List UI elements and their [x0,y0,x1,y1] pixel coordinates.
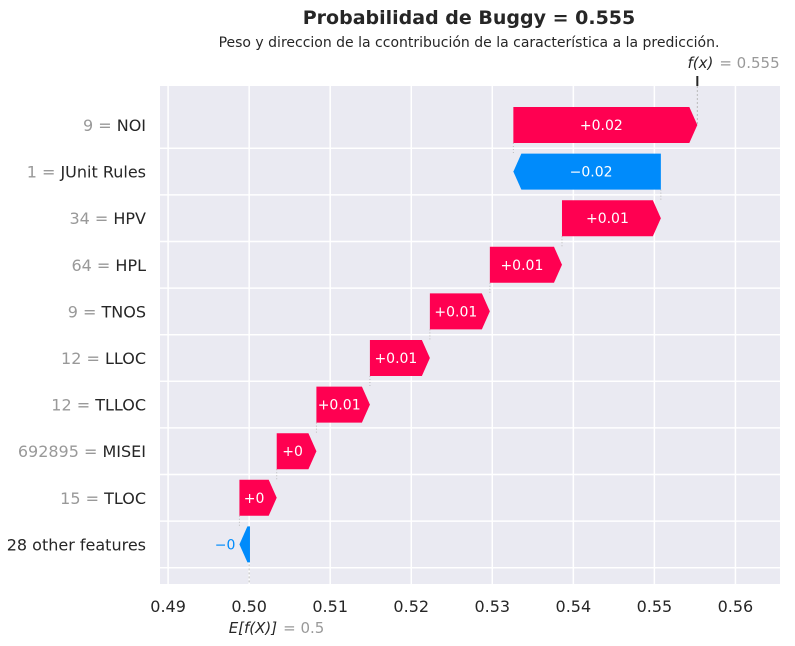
feature-label: 64 = HPL [71,256,146,275]
feature-equals: = [78,302,102,321]
feature-label: 12 = LLOC [61,349,146,368]
bar-value-label: +0.01 [500,258,543,274]
feature-value: 692895 [18,442,79,461]
bar-value-label: +0.01 [374,351,417,367]
waterfall-bar [513,153,661,190]
feature-name: LLOC [105,349,146,368]
waterfall-bar [561,200,661,237]
feature-label: 1 = JUnit Rules [27,163,146,182]
feature-name: HPV [113,209,146,228]
waterfall-bar [429,293,490,330]
fx-value: = 0.555 [719,54,779,72]
fx-annotation: f(x) = 0.555 [687,54,779,72]
feature-name: 28 other features [7,535,146,554]
connector-lines [238,76,699,584]
waterfall-bar [239,479,277,516]
feature-equals: = [37,163,61,182]
chart-subtitle: Peso y direccion de la ccontribución de … [219,35,720,51]
bar-value-label: +0 [244,491,265,507]
x-tick-label: 0.53 [474,597,510,616]
feature-value: 15 [60,489,80,508]
feature-equals: = [92,256,116,275]
feature-equals: = [81,349,105,368]
feature-label: 15 = TLOC [60,489,146,508]
feature-value: 12 [51,396,71,415]
feature-label: 34 = HPV [69,209,146,228]
feature-name: TNOS [101,302,147,321]
waterfall-bar [489,246,562,283]
ex-label: E[f(X)] [229,619,278,637]
feature-value: 9 [83,116,93,135]
x-tick-label: 0.56 [718,597,754,616]
feature-name: JUnit Rules [59,163,146,182]
feature-value: 12 [61,349,81,368]
bar-value-label: +0.01 [586,211,629,227]
feature-name: TLLOC [94,396,146,415]
x-tick-label: 0.50 [231,597,267,616]
feature-labels: 9 = NOI 1 = JUnit Rules 34 = HPV 64 = HPL 9 … [7,116,146,554]
feature-label: 9 = NOI [83,116,146,135]
feature-label: 28 other features [7,535,146,554]
feature-name: TLOC [103,489,146,508]
x-tick-label: 0.54 [556,597,592,616]
grid [160,86,780,584]
bar-value-label: +0 [282,444,303,460]
x-tick-label: 0.51 [312,597,348,616]
feature-equals: = [72,396,96,415]
feature-value: 1 [27,163,37,182]
bar-value-label: +0.01 [318,398,361,414]
feature-equals: = [79,442,103,461]
ex-annotation: E[f(X)] = 0.5 [229,619,325,637]
waterfall-bar [239,526,250,563]
feature-label: 692895 = MISEI [18,442,146,461]
fx-label: f(x) [687,54,713,72]
bars: +0.02 −0.02 +0.01 +0.01 +0.01 +0.01 +0.01 +0 +0 −… [215,107,698,563]
ex-value: = 0.5 [283,619,324,637]
bar-value-label: +0.01 [434,304,477,320]
feature-name: HPL [115,256,146,275]
feature-equals: = [90,209,114,228]
x-tick-label: 0.49 [150,597,186,616]
x-tick-labels: 0.49 0.50 0.51 0.52 0.53 0.54 0.55 0.56 [150,597,753,616]
feature-value: 34 [69,209,89,228]
feature-value: 9 [68,302,78,321]
feature-name: MISEI [102,442,146,461]
waterfall-bar [513,107,698,143]
chart-title: Probabilidad de Buggy = 0.555 [303,7,636,29]
bar-value-label: −0 [215,537,236,553]
feature-equals: = [81,489,105,508]
bar-value-label: −0.02 [570,165,613,181]
feature-name: NOI [117,116,146,135]
waterfall-bar [276,433,317,470]
bar-value-label: +0.02 [580,118,623,134]
feature-equals: = [93,116,117,135]
x-tick-label: 0.52 [393,597,429,616]
feature-label: 12 = TLLOC [51,396,146,415]
feature-label: 9 = TNOS [68,302,146,321]
x-tick-label: 0.55 [637,597,673,616]
waterfall-bar [316,386,370,423]
feature-value: 64 [71,256,91,275]
waterfall-bar [369,340,430,376]
